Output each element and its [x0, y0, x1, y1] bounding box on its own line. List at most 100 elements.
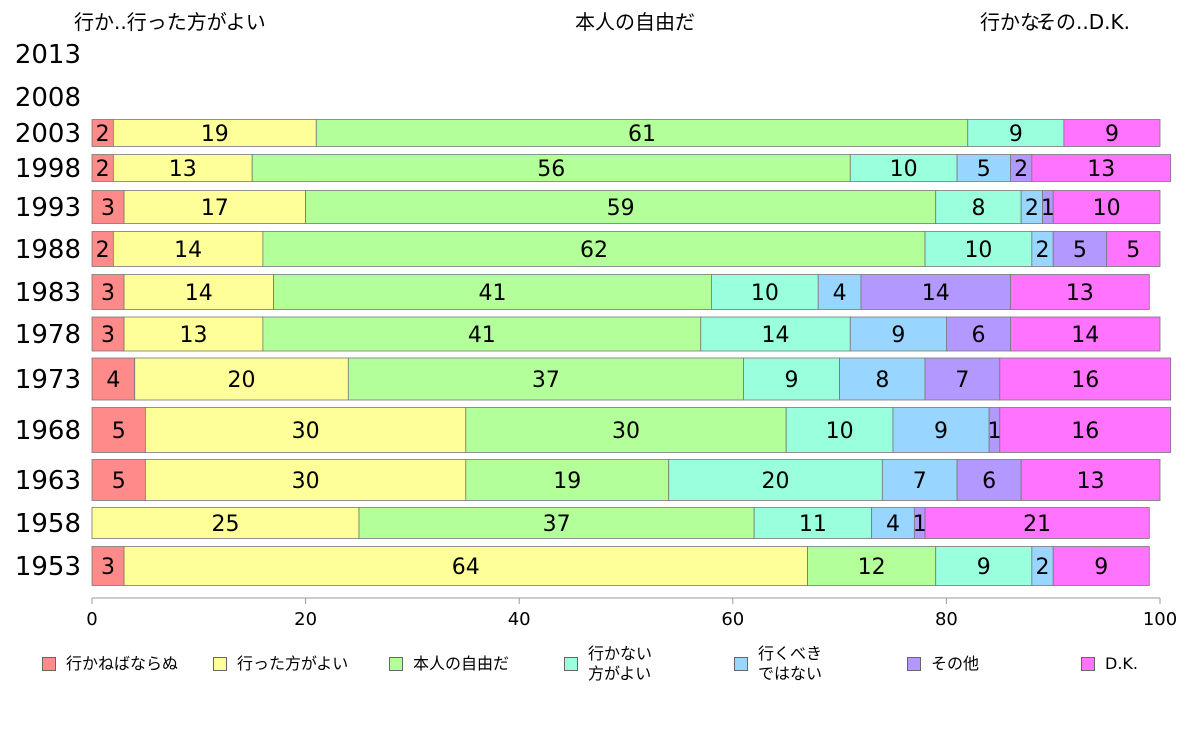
bar-segment: [465, 407, 787, 453]
data-label: 12: [858, 555, 886, 580]
bar-segment: [860, 274, 1011, 310]
bar-segment: [123, 274, 274, 310]
bar-segment: [1010, 274, 1150, 310]
bar-segment: [753, 507, 873, 539]
data-label: 20: [762, 469, 790, 494]
data-label: 14: [1071, 323, 1099, 348]
data-label: 11: [799, 512, 827, 537]
legend-label: 行くべき ではない: [758, 644, 823, 683]
data-label: 1: [913, 512, 927, 537]
bar-segment: [956, 459, 1022, 501]
data-label: 5: [112, 469, 126, 494]
top-label-right: 行かな..: [980, 10, 1053, 34]
bar-segment: [999, 357, 1172, 401]
bar-segment: [1063, 119, 1161, 147]
legend-item: 行くべき ではない: [734, 644, 822, 684]
legend-item: 行かねばならぬ: [42, 654, 178, 674]
data-label: 30: [612, 419, 640, 444]
data-label: 13: [1066, 281, 1094, 306]
data-label: 8: [971, 196, 985, 221]
legend-swatch: [389, 657, 403, 671]
y-tick-label: 1963: [15, 466, 81, 496]
bar-segment: [999, 407, 1172, 453]
legend-label: 行かない 方がよい: [588, 644, 653, 683]
data-label: 25: [212, 512, 240, 537]
data-label: 5: [1073, 238, 1087, 263]
bar-segment: [1020, 459, 1161, 501]
bar-segment: [262, 231, 926, 267]
data-label: 10: [751, 281, 779, 306]
x-tick-label: 100: [1143, 609, 1177, 630]
bar-segment: [305, 190, 937, 224]
data-label: 14: [922, 281, 950, 306]
x-tick-label: 80: [935, 609, 958, 630]
data-label: 2: [1014, 157, 1028, 182]
data-label: 19: [553, 469, 581, 494]
y-tick-label: 1978: [15, 320, 81, 350]
bar-segment: [91, 459, 146, 501]
data-label: 62: [580, 238, 608, 263]
data-label: 9: [1009, 122, 1023, 147]
legend-item: 本人の自由だ: [389, 654, 509, 674]
legend-swatch: [907, 657, 921, 671]
y-tick-label: 1958: [15, 509, 81, 539]
data-label: 10: [964, 238, 992, 263]
legend: 行かねばならぬ 行った方がよい 本人の自由だ 行かない 方がよい 行くべき ではない その…: [0, 640, 1188, 700]
legend-label: 本人の自由だ: [413, 654, 510, 673]
data-label: 2: [1036, 238, 1050, 263]
data-label: 9: [891, 323, 905, 348]
bar-segment: [967, 119, 1065, 147]
data-label: 6: [971, 323, 985, 348]
data-label: 14: [174, 238, 202, 263]
legend-swatch: [42, 657, 56, 671]
bar-segment: [112, 231, 264, 267]
bar-segment: [144, 407, 467, 453]
bar-segment: [785, 407, 894, 453]
bar-segment: [946, 316, 1011, 352]
data-label: 64: [452, 555, 480, 580]
data-label: 13: [169, 157, 197, 182]
bar-segment: [668, 459, 883, 501]
data-label: 13: [179, 323, 207, 348]
bar-segment: [935, 546, 1033, 586]
data-label: 5: [977, 157, 991, 182]
y-tick-label: 1973: [15, 365, 81, 395]
data-label: 16: [1071, 368, 1099, 393]
data-label: 3: [101, 323, 115, 348]
top-label-left: 行か..行った方がよい: [74, 10, 266, 34]
data-label: 9: [934, 419, 948, 444]
x-tick-label: 0: [86, 609, 97, 630]
legend-label: D.K.: [1105, 654, 1138, 673]
data-label: 21: [1023, 512, 1051, 537]
data-label: 56: [537, 157, 565, 182]
y-tick-label: 1998: [15, 154, 81, 184]
legend-swatch: [213, 657, 227, 671]
bar-segment: [924, 357, 1001, 401]
data-label: 4: [833, 281, 847, 306]
legend-label: 行かねばならぬ: [66, 654, 179, 673]
data-label: 2: [1036, 555, 1050, 580]
bar-segment: [91, 274, 125, 310]
data-label: 3: [101, 555, 115, 580]
legend-swatch: [1081, 657, 1095, 671]
bar-segment: [273, 274, 712, 310]
bar-segment: [743, 357, 840, 401]
data-label: 13: [1087, 157, 1115, 182]
bar-segment: [123, 316, 264, 352]
data-label: 9: [977, 555, 991, 580]
bar-segment: [1106, 231, 1161, 267]
data-label: 5: [112, 419, 126, 444]
data-label: 9: [785, 368, 799, 393]
legend-swatch: [734, 657, 748, 671]
bar-segment: [123, 190, 306, 224]
data-label: 2: [96, 157, 110, 182]
y-tick-label: 1968: [15, 416, 81, 446]
data-label: 10: [890, 157, 918, 182]
bar-segment: [924, 507, 1150, 539]
data-label: 37: [543, 512, 571, 537]
legend-item: D.K.: [1081, 654, 1138, 674]
top-label-right-overlap: その..D.K.: [1036, 10, 1130, 34]
bar-segment: [956, 154, 1011, 182]
x-tick-label: 40: [508, 609, 531, 630]
y-tick-label: 2008: [15, 83, 81, 113]
